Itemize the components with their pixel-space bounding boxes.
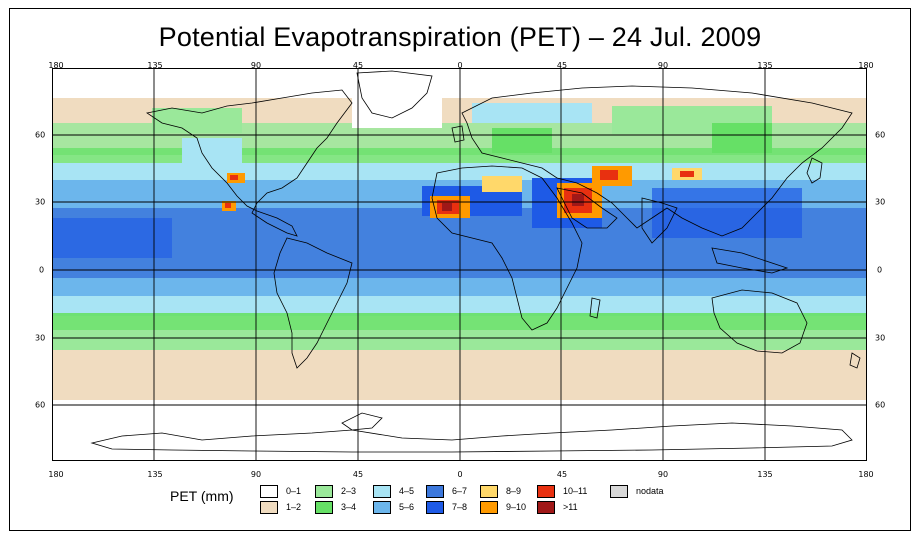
bottom-tick: 180 bbox=[48, 470, 64, 479]
indonesia bbox=[711, 247, 789, 274]
left-tick: 60 bbox=[35, 400, 46, 410]
top-tick: 180 bbox=[858, 61, 874, 70]
legend-label: 0–1 bbox=[286, 486, 302, 496]
india bbox=[641, 197, 678, 244]
legend-swatch bbox=[426, 501, 444, 514]
eurasia bbox=[461, 85, 853, 237]
legend-swatch bbox=[373, 485, 391, 498]
legend-swatch bbox=[537, 501, 555, 514]
legend-swatch bbox=[480, 485, 498, 498]
uk bbox=[451, 125, 465, 143]
right-tick: 60 bbox=[875, 130, 886, 140]
legend-swatch bbox=[260, 485, 278, 498]
right-tick: 30 bbox=[875, 197, 886, 207]
top-tick: 135 bbox=[147, 61, 163, 70]
legend-label: nodata bbox=[636, 486, 664, 496]
north-america bbox=[145, 89, 353, 237]
legend-label: 10–11 bbox=[563, 486, 588, 496]
left-tick: 0 bbox=[39, 265, 45, 275]
madagascar bbox=[589, 297, 601, 319]
top-tick: 45 bbox=[556, 61, 568, 70]
legend-swatch bbox=[260, 501, 278, 514]
map-border bbox=[52, 68, 867, 461]
australia bbox=[711, 289, 808, 354]
arabia bbox=[556, 187, 618, 229]
antarctica bbox=[90, 412, 853, 453]
legend-label: 4–5 bbox=[399, 486, 415, 496]
new-zealand bbox=[849, 352, 861, 369]
top-tick: 135 bbox=[757, 61, 773, 70]
top-tick: 45 bbox=[352, 61, 364, 70]
bottom-tick: 135 bbox=[757, 470, 773, 479]
japan bbox=[806, 157, 823, 184]
south-america bbox=[273, 237, 353, 369]
right-tick: 0 bbox=[877, 265, 883, 275]
top-tick: 0 bbox=[457, 61, 463, 70]
coastlines bbox=[90, 70, 861, 453]
bottom-tick: 45 bbox=[352, 470, 364, 479]
legend-label: 1–2 bbox=[286, 502, 302, 512]
top-tick: 180 bbox=[48, 61, 64, 70]
legend-swatch bbox=[426, 485, 444, 498]
legend-swatch bbox=[537, 485, 555, 498]
right-tick: 60 bbox=[875, 400, 886, 410]
top-tick: 90 bbox=[657, 61, 669, 70]
bottom-tick: 45 bbox=[556, 470, 568, 479]
left-tick: 60 bbox=[35, 130, 46, 140]
legend-label: 7–8 bbox=[452, 502, 468, 512]
bottom-tick: 180 bbox=[858, 470, 874, 479]
greenland bbox=[356, 70, 433, 119]
graticule bbox=[52, 68, 867, 461]
pet-fill bbox=[52, 68, 867, 400]
legend-swatch bbox=[315, 501, 333, 514]
bottom-tick: 0 bbox=[457, 470, 463, 479]
left-tick: 30 bbox=[35, 333, 46, 343]
legend-label: 3–4 bbox=[341, 502, 357, 512]
legend-swatch bbox=[373, 501, 391, 514]
legend-swatch bbox=[610, 485, 628, 498]
legend-label: 8–9 bbox=[506, 486, 522, 496]
pet-map bbox=[52, 68, 867, 461]
bottom-tick: 90 bbox=[250, 470, 262, 479]
right-tick: 30 bbox=[875, 333, 886, 343]
left-tick: 30 bbox=[35, 197, 46, 207]
top-tick: 90 bbox=[250, 61, 262, 70]
legend-swatch bbox=[480, 501, 498, 514]
bottom-tick: 135 bbox=[147, 470, 163, 479]
legend-title: PET (mm) bbox=[170, 488, 234, 504]
africa bbox=[431, 165, 583, 331]
legend-label: 2–3 bbox=[341, 486, 357, 496]
legend-label: 6–7 bbox=[452, 486, 468, 496]
legend-label: >11 bbox=[563, 502, 578, 512]
legend-label: 5–6 bbox=[399, 502, 415, 512]
legend-label: 9–10 bbox=[506, 502, 527, 512]
map-title: Potential Evapotranspiration (PET) – 24 … bbox=[158, 22, 762, 52]
bottom-tick: 90 bbox=[657, 470, 669, 479]
legend-swatch bbox=[315, 485, 333, 498]
